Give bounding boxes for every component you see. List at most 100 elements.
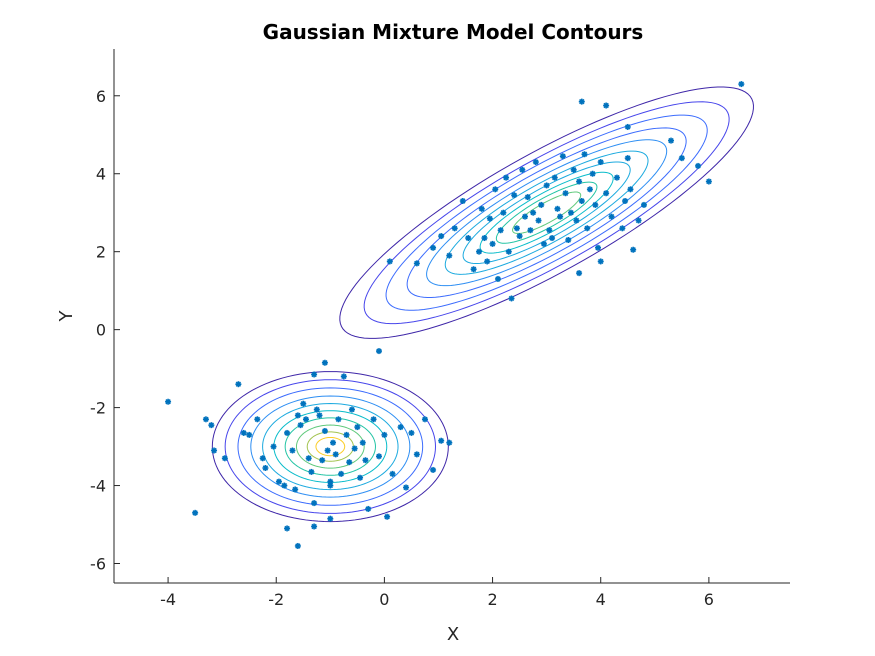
data-point [516,233,523,240]
data-point [351,445,358,452]
data-point [275,478,282,485]
data-point [311,371,318,378]
data-point [348,406,355,413]
data-point [327,515,334,522]
data-point [624,155,631,162]
contour-line-component-2 [426,139,668,287]
data-point [562,190,569,197]
data-point [446,439,453,446]
contour-line-component-1 [284,417,376,476]
data-point [554,205,561,212]
data-point [511,192,518,199]
data-point [330,439,337,446]
data-point [375,453,382,460]
x-tick-label: -4 [160,590,176,609]
data-point [294,542,301,549]
data-point [335,416,342,423]
data-point [640,201,647,208]
contour-line-component-1 [211,371,449,523]
data-point [546,227,553,234]
data-point [619,225,626,232]
data-point [211,447,218,454]
data-point [535,217,542,224]
data-point [668,137,675,144]
data-point [430,244,437,251]
data-point [557,213,564,220]
data-point [524,194,531,201]
data-point [486,215,493,222]
x-tick-label: 6 [704,590,714,609]
contour-line-component-2 [444,150,649,275]
data-point [503,174,510,181]
data-point [705,178,712,185]
data-point [489,240,496,247]
data-point [359,439,366,446]
contour-line-component-2 [406,127,687,298]
data-point [289,447,296,454]
data-point [246,431,253,438]
x-tick-label: -2 [268,590,284,609]
data-point [584,225,591,232]
data-point [311,523,318,530]
x-tick-label: 4 [596,590,606,609]
data-point [543,182,550,189]
data-point [397,424,404,431]
data-point [403,484,410,491]
data-point [254,416,261,423]
data-point [492,186,499,193]
data-point [505,248,512,255]
contour-line-component-2 [363,101,730,325]
data-point [532,159,539,166]
data-point [240,429,247,436]
x-tick-label: 0 [379,590,389,609]
data-point [451,225,458,232]
data-point [565,236,572,243]
data-point [597,159,604,166]
contour-line-component-2 [512,191,582,234]
data-point [573,217,580,224]
data-point [530,209,537,216]
data-point [508,295,515,302]
data-point [375,348,382,355]
data-point [459,198,466,205]
data-point [484,258,491,265]
data-point [297,422,304,429]
data-point [478,205,485,212]
axes: -4 -2 0 2 4 6 -6 -4 -2 0 2 4 6 [90,49,790,609]
data-point [559,153,566,160]
contour-line-component-2 [479,171,614,254]
data-point [695,162,702,169]
data-point [294,412,301,419]
data-point [630,246,637,253]
data-point [408,429,415,436]
contour-line-component-2 [339,86,754,339]
data-point [497,227,504,234]
data-point [538,201,545,208]
data-point [622,198,629,205]
data-point [292,486,299,493]
y-tick-label: -6 [90,555,106,574]
x-axis-label: X [447,624,459,645]
data-point [513,225,520,232]
data-point [438,437,445,444]
chart-title: Gaussian Mixture Model Contours [263,20,644,44]
data-point [613,174,620,181]
contour-line-component-1 [250,395,411,498]
data-point [338,470,345,477]
data-point [570,166,577,173]
data-point [357,474,364,481]
y-tick-label: 6 [96,87,106,106]
data-point [300,400,307,407]
data-point [319,457,326,464]
data-point [321,427,328,434]
data-point [192,509,199,516]
data-point [576,270,583,277]
data-point [465,235,472,242]
x-ticks: -4 -2 0 2 4 6 [160,577,714,609]
y-tick-label: 4 [96,165,106,184]
data-point [540,240,547,247]
data-point [340,373,347,380]
data-point [551,174,558,181]
